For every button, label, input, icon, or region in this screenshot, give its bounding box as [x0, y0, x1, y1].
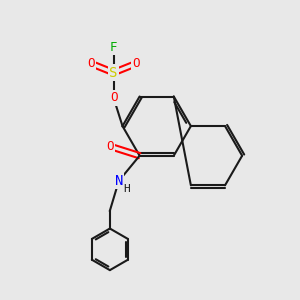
Text: N: N — [115, 174, 123, 188]
Text: O: O — [106, 140, 114, 153]
Text: F: F — [110, 41, 117, 54]
Text: O: O — [110, 92, 117, 104]
Text: O: O — [132, 57, 140, 70]
Text: H: H — [124, 184, 130, 194]
Text: O: O — [88, 57, 95, 70]
Text: S: S — [110, 66, 118, 80]
